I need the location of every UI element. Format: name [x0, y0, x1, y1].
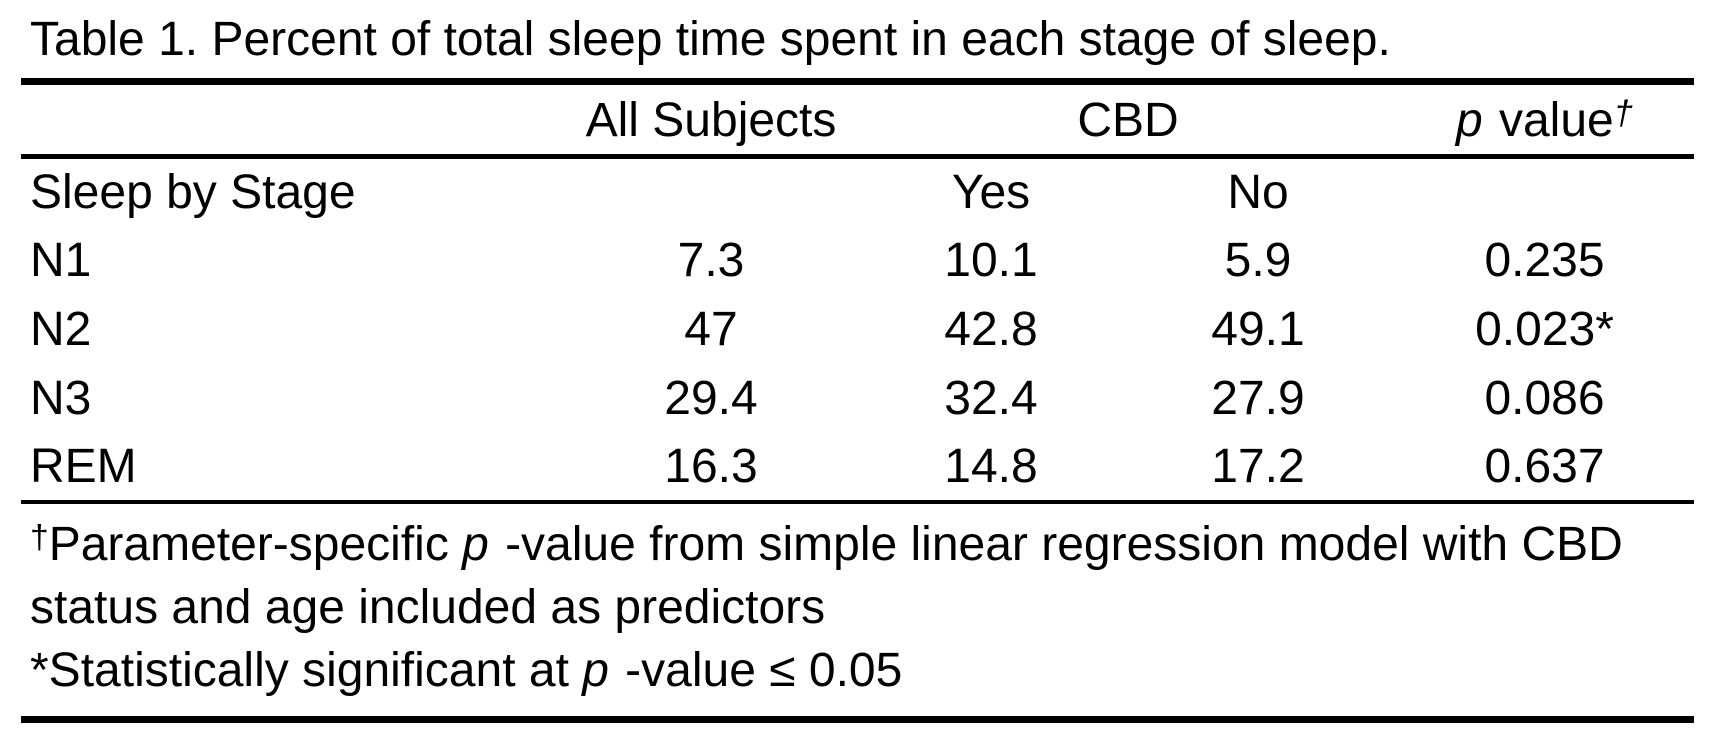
p-value-text: value	[1485, 94, 1614, 147]
subheader-row: Sleep by Stage Yes No	[21, 157, 1694, 226]
subcol-header-no: No	[1227, 165, 1289, 219]
sleep-stage-table: All Subjects CBD p value† Sleep by Stage…	[21, 78, 1694, 723]
dagger-superscript-icon: †	[1613, 94, 1633, 133]
col-header-p-value: p value†	[1395, 81, 1694, 159]
column-header-row: All Subjects CBD p value†	[21, 81, 1694, 159]
col-header-all-subjects: All Subjects	[561, 81, 861, 159]
table-row: REM 16.3 14.8 17.2 0.637	[21, 432, 1694, 504]
value-cell: 0.637	[1395, 432, 1694, 504]
table-row: N2 47 42.8 49.1 0.023*	[21, 295, 1694, 364]
value-cell: 27.9	[1211, 371, 1305, 425]
table-row: N3 29.4 32.4 27.9 0.086	[21, 364, 1694, 433]
row-label: N1	[30, 233, 92, 287]
footnote-text: -value ≤ 0.05	[611, 643, 903, 697]
value-cell: 0.086	[1484, 371, 1605, 425]
p-italic: p	[582, 643, 609, 697]
table-caption: Table 1. Percent of total sleep time spe…	[30, 13, 1391, 66]
value-cell: 7.3	[677, 233, 745, 287]
value-cell: 42.8	[944, 302, 1038, 356]
dagger-footnote-icon: †	[30, 518, 49, 556]
value-cell: 29.4	[664, 371, 758, 425]
footnotes: †Parameter-specific p -value from simple…	[21, 501, 1694, 723]
row-label: N3	[30, 371, 92, 425]
footnote-text: Parameter-specific	[48, 517, 463, 571]
row-label: REM	[21, 432, 561, 504]
footnote-dagger-line2: status and age included as predictors	[30, 580, 826, 634]
footnote-text: -value from simple linear regression mod…	[491, 517, 1623, 571]
subcol-header-yes: Yes	[951, 165, 1031, 219]
p-italic: p	[462, 517, 489, 571]
empty-cell	[561, 157, 861, 226]
row-label: N2	[30, 302, 92, 356]
empty-cell	[1395, 157, 1694, 226]
value-cell: 10.1	[944, 233, 1038, 287]
table-row: N1 7.3 10.1 5.9 0.235	[21, 226, 1694, 295]
stub-header: Sleep by Stage	[30, 165, 356, 219]
p-italic: p	[1456, 94, 1483, 147]
footnote-significance: *Statistically significant at p -value ≤…	[30, 639, 1694, 702]
value-cell: 47	[684, 302, 738, 356]
value-cell: 0.023*	[1475, 302, 1614, 356]
value-cell: 49.1	[1211, 302, 1305, 356]
footnote-dagger-line1: †Parameter-specific p -value from simple…	[30, 506, 1694, 576]
value-cell: 5.9	[1224, 233, 1292, 287]
col-header-cbd: CBD	[861, 81, 1395, 159]
footnote-text: *Statistically significant at	[30, 643, 583, 697]
stub-header-cell	[21, 81, 561, 159]
value-cell: 32.4	[944, 371, 1038, 425]
value-cell: 14.8	[861, 432, 1121, 504]
value-cell: 16.3	[561, 432, 861, 504]
footnote-row: †Parameter-specific p -value from simple…	[21, 501, 1694, 723]
value-cell: 17.2	[1121, 432, 1395, 504]
value-cell: 0.235	[1484, 233, 1605, 287]
